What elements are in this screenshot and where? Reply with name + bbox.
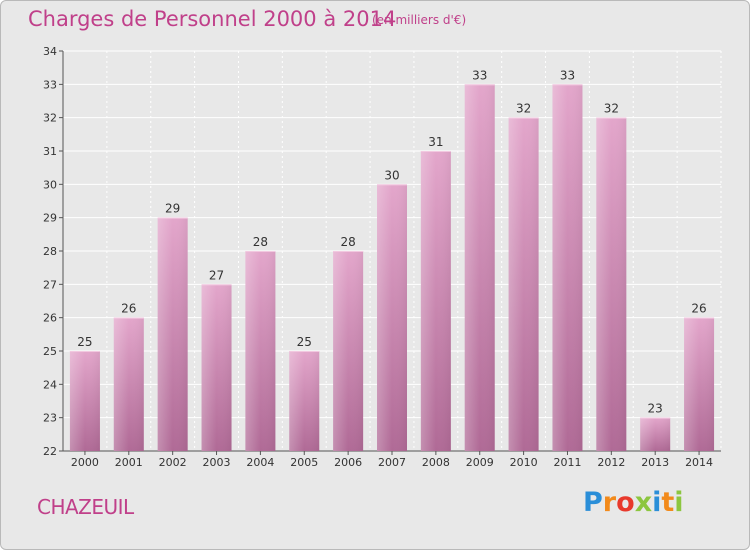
- x-tick-label: 2009: [466, 456, 494, 469]
- proxiti-logo: Proxiti: [583, 487, 684, 518]
- x-tick-label: 2002: [159, 456, 187, 469]
- x-tick-label: 2012: [597, 456, 625, 469]
- bar-sheen: [377, 184, 407, 452]
- data-label: 30: [384, 168, 399, 182]
- value-labels: 25 26 29 27 28 25 28 30 31 33 32 33 32 23 26: [77, 68, 706, 415]
- data-label: 23: [648, 402, 663, 416]
- x-tick-label: 2011: [553, 456, 581, 469]
- bar-sheen: [333, 251, 364, 451]
- x-tick-label: 2001: [115, 456, 143, 469]
- bar-sheen: [640, 417, 671, 451]
- data-label: 25: [297, 335, 312, 349]
- bars: [69, 84, 715, 452]
- bar-sheen: [201, 284, 232, 451]
- bar-sheen: [157, 217, 188, 451]
- bar-sheen: [420, 151, 451, 451]
- bar-sheen: [113, 317, 144, 451]
- data-label: 28: [340, 235, 355, 249]
- x-tick-label: 2007: [378, 456, 406, 469]
- y-tick-label: 27: [43, 278, 57, 291]
- y-tick-label: 30: [43, 178, 57, 191]
- data-label: 26: [691, 302, 706, 316]
- data-label: 29: [165, 202, 180, 216]
- y-tick-label: 24: [43, 378, 57, 391]
- bar-sheen: [508, 117, 539, 452]
- chart-title: Charges de Personnel 2000 à 2014: [28, 7, 397, 31]
- logo-letter: i: [674, 487, 684, 518]
- x-tick-label: 2008: [422, 456, 450, 469]
- logo-letter: t: [661, 487, 675, 518]
- data-label: 33: [472, 68, 487, 82]
- bar-sheen: [289, 351, 320, 451]
- x-tick-label: 2013: [641, 456, 669, 469]
- y-tick-label: 25: [43, 345, 57, 358]
- y-tick-label: 31: [43, 145, 57, 158]
- bar-sheen: [596, 117, 627, 452]
- x-tick-label: 2000: [71, 456, 99, 469]
- bar-sheen: [464, 84, 495, 451]
- data-label: 32: [516, 102, 531, 116]
- logo-letter: P: [583, 487, 603, 518]
- y-tick-label: 29: [43, 212, 57, 225]
- y-tick-label: 33: [43, 78, 57, 91]
- y-tick-label: 32: [43, 112, 57, 125]
- data-label: 25: [77, 335, 92, 349]
- x-tick-labels: 2000 2001 2002 2003 2004 2005 2006 2007 2008 2009…: [71, 456, 713, 469]
- logo-letter: r: [602, 487, 617, 518]
- x-tick-label: 2006: [334, 456, 362, 469]
- data-label: 28: [253, 235, 268, 249]
- chart-subtitle: (en milliers d'€): [372, 13, 467, 27]
- logo-letter: x: [634, 487, 653, 518]
- y-tick-label: 23: [43, 412, 57, 425]
- data-label: 32: [604, 102, 619, 116]
- data-label: 31: [428, 135, 443, 149]
- x-tick-label: 2014: [685, 456, 713, 469]
- y-tick-label: 34: [43, 45, 57, 58]
- bar-sheen: [684, 317, 715, 451]
- x-tick-label: 2005: [290, 456, 318, 469]
- data-label: 27: [209, 268, 224, 282]
- data-label: 33: [560, 68, 575, 82]
- place-name: CHAZEUIL: [37, 495, 134, 519]
- bar-sheen: [69, 351, 100, 451]
- y-tick-label: 26: [43, 312, 57, 325]
- data-label: 26: [121, 302, 136, 316]
- y-tick-label: 28: [43, 245, 57, 258]
- x-tick-label: 2010: [510, 456, 538, 469]
- y-tick-label: 22: [43, 445, 57, 458]
- bar-sheen: [552, 84, 583, 451]
- x-tick-label: 2004: [246, 456, 274, 469]
- bar-sheen: [245, 251, 276, 451]
- x-tick-label: 2003: [203, 456, 231, 469]
- y-tick-labels: 22 23 24 25 26 27 28 29 30 31 32 33 34: [43, 45, 57, 458]
- logo-letter: i: [652, 487, 662, 518]
- logo-letter: o: [616, 487, 635, 518]
